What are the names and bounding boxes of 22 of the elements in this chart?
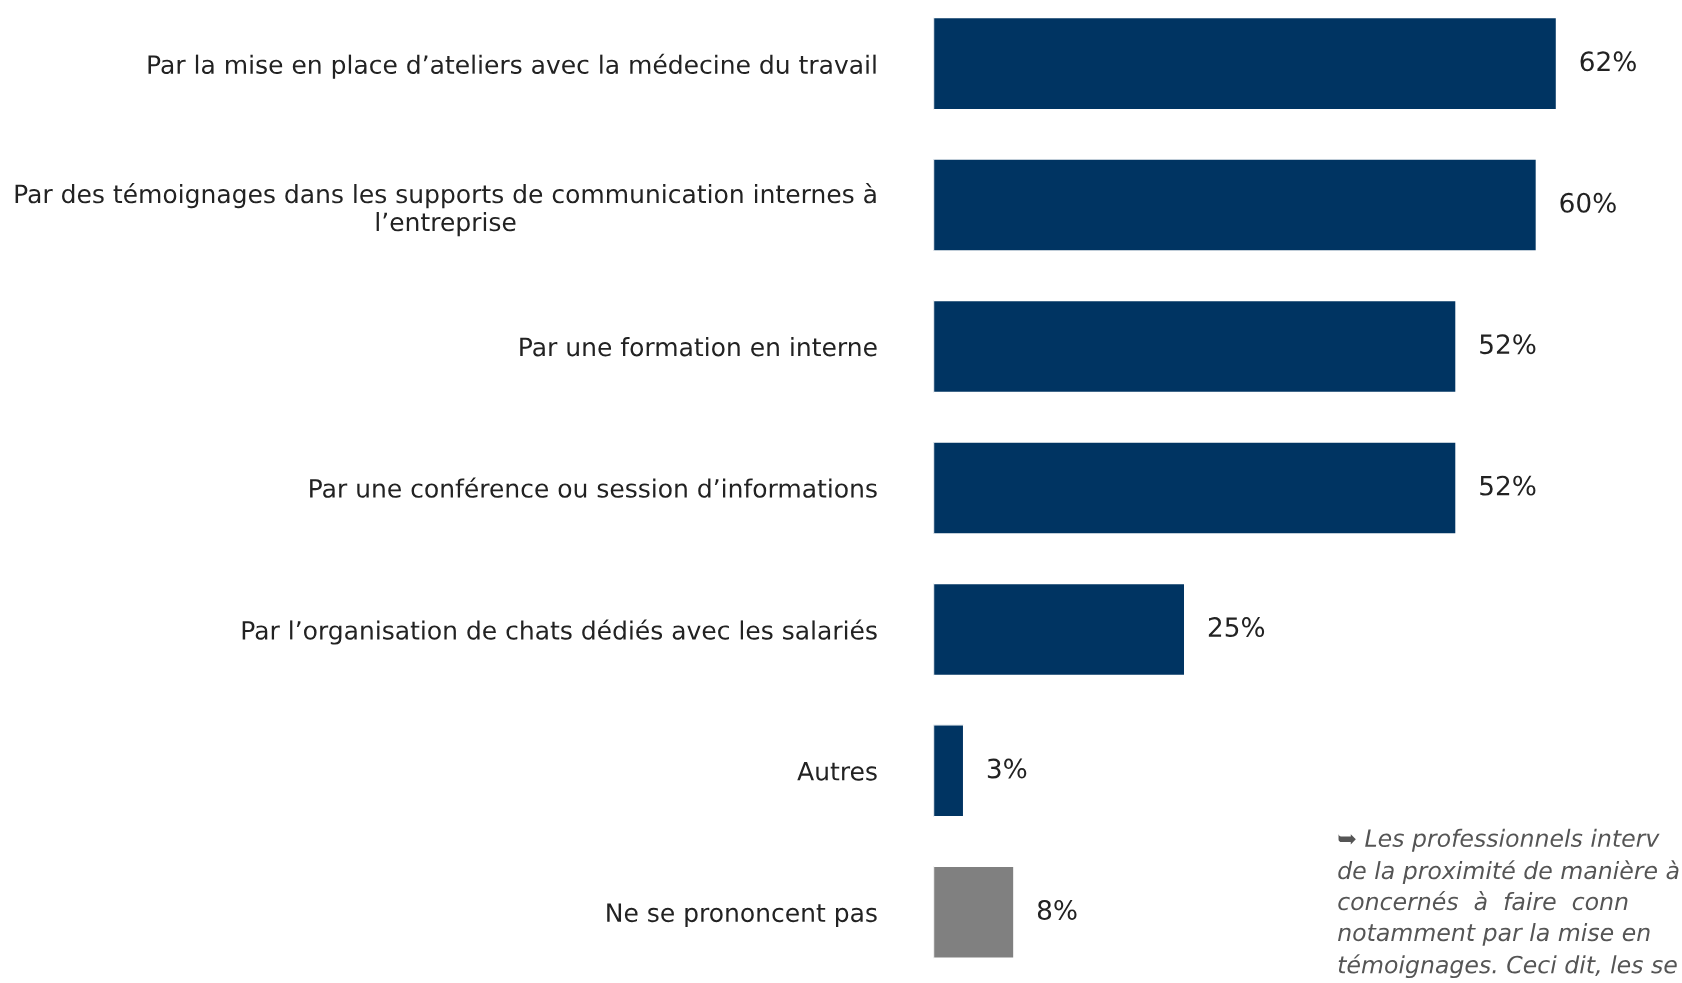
y-tick-label: Par la mise en place d’ateliers avec la médecine du travail bbox=[148, 53, 876, 79]
y-tick-label: Ne se prononcent pas bbox=[607, 903, 877, 927]
y-tick-label: Par l’organisation de chats dédiés avec les salariés bbox=[242, 619, 877, 645]
y-tick-label: Par une conférence ou session d’informations bbox=[310, 477, 877, 498]
data-label: 25% bbox=[1208, 617, 1265, 638]
data-label: 3% bbox=[987, 758, 1027, 779]
bar bbox=[933, 724, 965, 818]
data-label: 52% bbox=[1480, 475, 1536, 496]
y-tick-label: Par une formation en interne bbox=[520, 337, 877, 357]
data-label: 8% bbox=[1037, 899, 1077, 920]
data-label: 62% bbox=[1580, 51, 1636, 72]
bar bbox=[933, 299, 1457, 394]
bar bbox=[933, 158, 1538, 252]
data-label: 52% bbox=[1480, 334, 1536, 355]
y-tick-label: Par des témoignages dans les supports de communication internes à l’entreprise bbox=[15, 182, 876, 237]
data-label: 60% bbox=[1560, 192, 1616, 213]
bar bbox=[933, 865, 1015, 959]
bar bbox=[933, 441, 1457, 535]
annotation: ➥ Les professionnels interv de la proximité de manière à concernés à faire conn notamment par la mise en témoignages. Ceci dit, les se bbox=[1338, 828, 1679, 979]
y-tick-label: Autres bbox=[797, 762, 877, 781]
bar bbox=[933, 16, 1558, 111]
bar bbox=[933, 582, 1186, 677]
